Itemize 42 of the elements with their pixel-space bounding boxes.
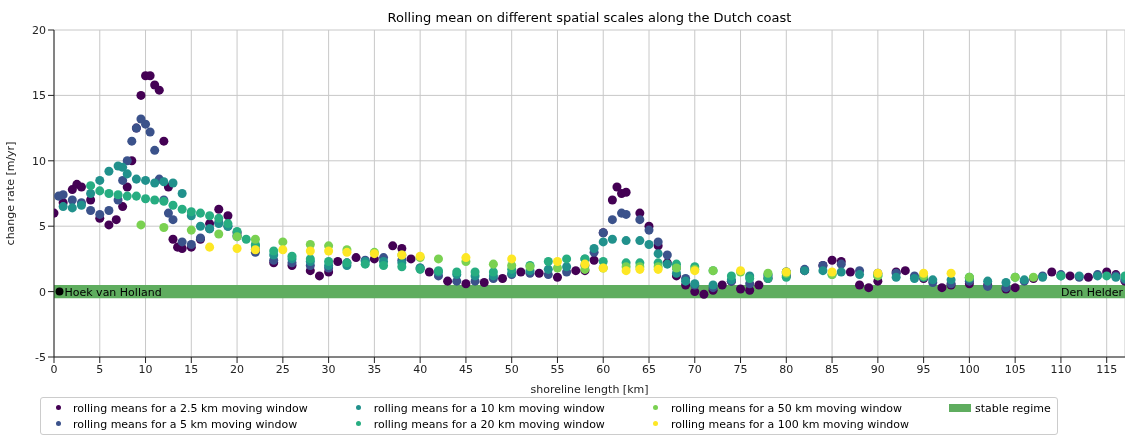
x-tick-label: 85 (825, 362, 840, 376)
chart-title: Rolling mean on different spatial scales along the Dutch coast (386, 10, 793, 25)
x-tick-label: 110 (1050, 362, 1072, 376)
x-tick-label: 60 (596, 362, 611, 376)
x-tick-label: 10 (138, 362, 153, 376)
x-tick-label: 90 (870, 362, 885, 376)
x-tick-label: 0 (50, 362, 58, 376)
y-tick-label: 10 (32, 154, 46, 168)
y-tick-label: -5 (35, 350, 46, 364)
x-tick-label: 45 (458, 362, 473, 376)
y-tick-label: 5 (39, 220, 46, 234)
x-tick-label: 105 (1004, 362, 1026, 376)
x-axis-title: shoreline length [km] (530, 383, 649, 396)
y-tick-label: 0 (39, 285, 46, 299)
legend-label: rolling means for a 100 km moving window (670, 417, 910, 431)
y-axis-title: change rate [m/yr] (3, 141, 17, 246)
annotation: Hoek van Holland (64, 285, 162, 299)
x-tick-label: 75 (733, 362, 748, 376)
x-tick-label: 115 (1096, 362, 1118, 376)
y-tick-label: 20 (32, 23, 46, 37)
x-tick-label: 95 (916, 362, 931, 376)
x-tick-label: 30 (321, 362, 336, 376)
x-tick-label: 70 (687, 362, 702, 376)
x-tick-label: 100 (958, 362, 980, 376)
x-tick-label: 35 (367, 362, 382, 376)
annotation: Den Helder (1060, 285, 1124, 299)
legend-label: rolling means for a 50 km moving window (670, 401, 903, 415)
x-tick-label: 40 (413, 362, 428, 376)
legend-label: rolling means for a 5 km moving window (73, 417, 298, 431)
x-tick-label: 20 (230, 362, 245, 376)
legend-label: rolling means for a 2.5 km moving window (73, 401, 308, 415)
x-tick-label: 5 (96, 362, 104, 376)
legend-label: rolling means for a 10 km moving window (373, 401, 605, 415)
x-tick-label: 65 (642, 362, 656, 376)
x-tick-label: 55 (550, 362, 565, 376)
legend-label: rolling means for a 20 km moving window (373, 417, 605, 431)
y-tick-label: 15 (32, 89, 46, 103)
legend-label: stable regime (975, 401, 1051, 415)
x-tick-label: 25 (275, 362, 290, 376)
x-tick-label: 50 (504, 362, 519, 376)
x-tick-label: 80 (779, 362, 794, 376)
x-tick-label: 15 (184, 362, 199, 376)
